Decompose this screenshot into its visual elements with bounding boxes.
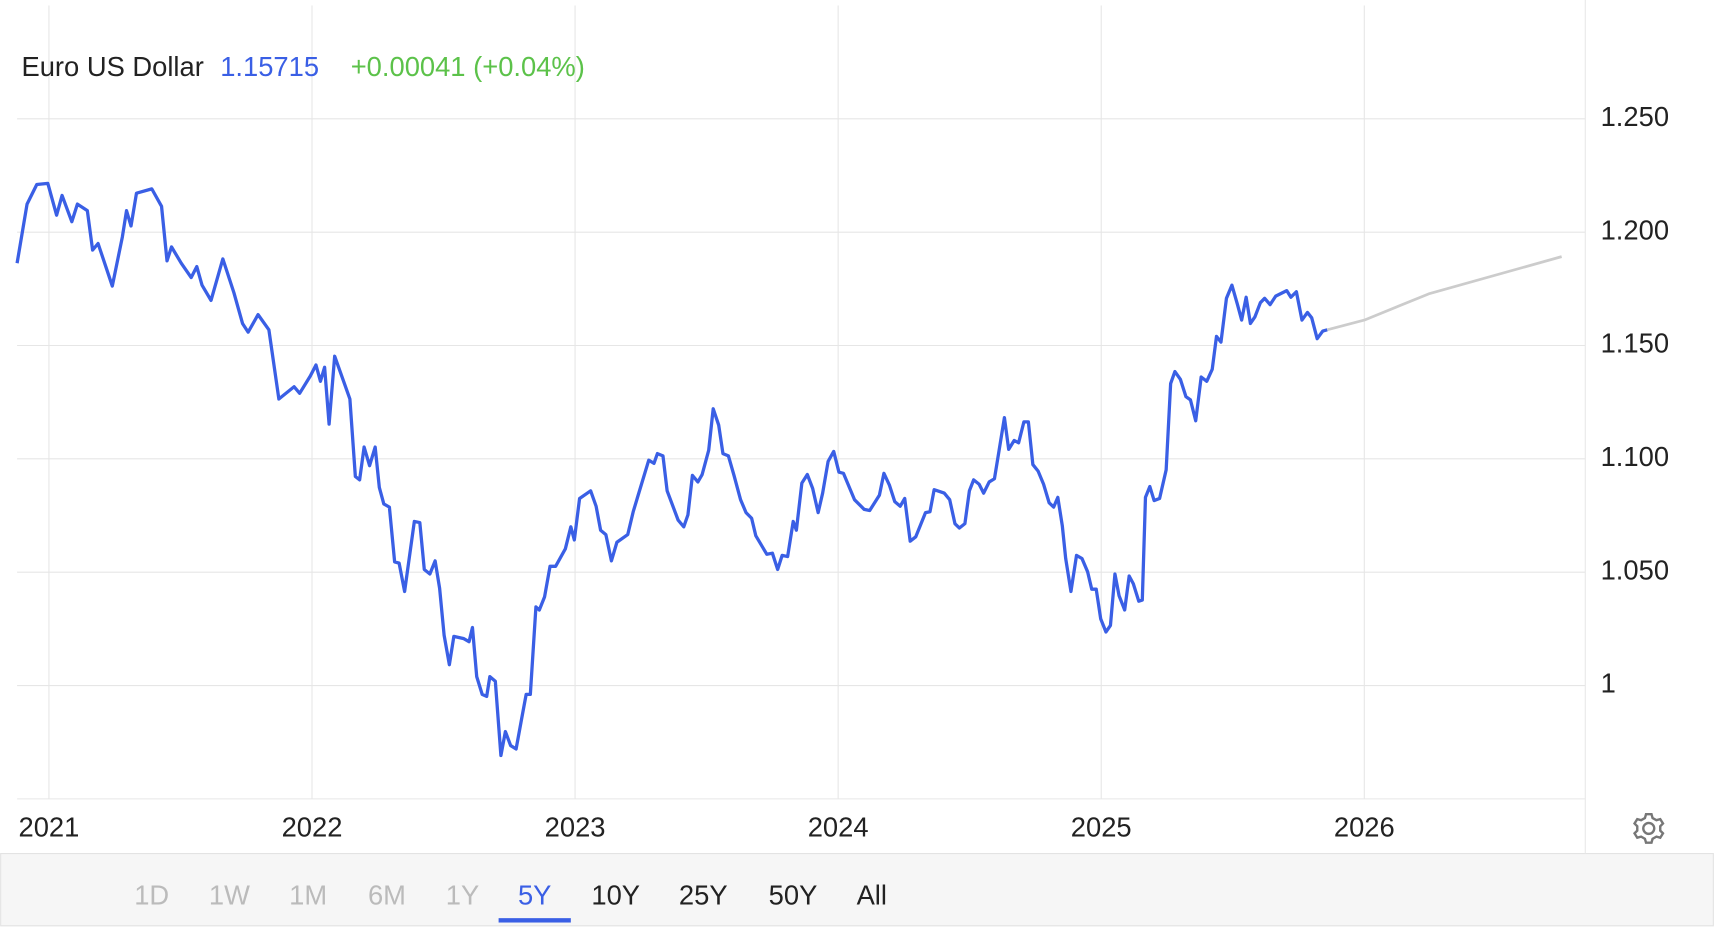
y-tick-label: 1.050	[1601, 554, 1669, 585]
x-tick-label: 2022	[282, 812, 343, 843]
price: 1.15715	[220, 51, 319, 82]
y-tick-label: 1.150	[1601, 328, 1669, 359]
range-selected-underline	[498, 918, 571, 923]
range-button[interactable]: All	[857, 880, 887, 911]
y-tick-label: 1.250	[1601, 101, 1669, 132]
range-button[interactable]: 1D	[134, 880, 169, 911]
range-bar	[0, 853, 1714, 927]
y-tick-label: 1	[1601, 668, 1616, 699]
price-line	[1326, 255, 1563, 332]
range-button[interactable]: 1W	[209, 880, 250, 911]
range-button[interactable]: 10Y	[591, 880, 640, 911]
y-tick-label: 1.200	[1601, 214, 1669, 245]
header: Euro US Dollar 1.15715 +0.00041 (+0.04%)	[21, 51, 584, 82]
settings-gear[interactable]	[1632, 812, 1665, 844]
x-tick-label: 2026	[1334, 812, 1395, 843]
range-button[interactable]: 25Y	[679, 880, 728, 911]
price-change: +0.00041 (+0.04%)	[351, 51, 585, 82]
x-tick-label: 2021	[19, 812, 80, 843]
x-tick-label: 2024	[808, 812, 869, 843]
range-button[interactable]: 6M	[368, 880, 406, 911]
range-button[interactable]: 1M	[289, 880, 327, 911]
grid	[17, 5, 1586, 799]
range-button[interactable]: 1Y	[446, 880, 479, 911]
price-line	[15, 181, 1328, 758]
range-button[interactable]: 5Y	[518, 880, 551, 911]
x-tick-label: 2025	[1071, 812, 1132, 843]
y-tick-label: 1.100	[1601, 441, 1669, 472]
x-tick-label: 2023	[545, 812, 606, 843]
range-button[interactable]: 50Y	[769, 880, 818, 911]
instrument-name: Euro US Dollar	[21, 51, 203, 82]
